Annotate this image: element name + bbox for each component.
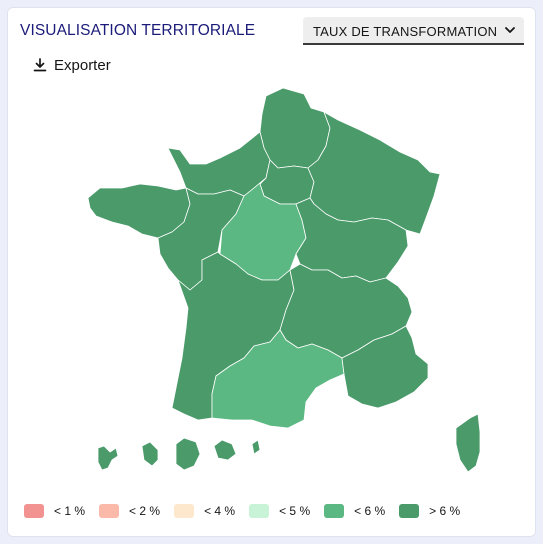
region-provence-alpes-c-te-d-azur[interactable] <box>341 325 429 409</box>
region-mayotte[interactable] <box>251 439 261 455</box>
card-title: VISUALISATION TERRITORIALE <box>20 22 256 39</box>
indicator-select-value: TAUX DE TRANSFORMATION <box>313 24 498 39</box>
territorial-card: VISUALISATION TERRITORIALE TAUX DE TRANS… <box>7 7 536 537</box>
export-button[interactable]: Exporter <box>33 55 111 75</box>
legend-item: < 5 % <box>249 504 310 518</box>
legend-item: > 6 % <box>399 504 460 518</box>
legend-swatch <box>399 504 420 518</box>
region-bourgogne-franche-comt-[interactable] <box>295 197 409 283</box>
legend-label: < 4 % <box>204 504 236 518</box>
legend-swatch <box>24 504 44 518</box>
legend-label: < 2 % <box>129 504 161 518</box>
legend-item: < 4 % <box>174 504 235 518</box>
chevron-down-icon <box>505 27 515 33</box>
legend: < 1 % < 2 % < 4 % < 5 % < 6 % > 6 % <box>24 504 474 518</box>
legend-label: < 6 % <box>354 504 386 518</box>
legend-label: < 5 % <box>279 504 311 518</box>
legend-swatch <box>249 504 270 518</box>
legend-swatch <box>99 504 120 518</box>
legend-item: < 2 % <box>99 504 160 518</box>
region-la-r-union[interactable] <box>213 439 237 461</box>
legend-label: < 1 % <box>54 504 86 518</box>
legend-item: < 1 % <box>24 504 85 518</box>
download-icon <box>33 58 47 72</box>
region-corse[interactable] <box>455 413 481 473</box>
indicator-select[interactable]: TAUX DE TRANSFORMATION <box>303 17 524 45</box>
region-guadeloupe[interactable] <box>97 445 119 471</box>
legend-item: < 6 % <box>324 504 385 518</box>
region-guyane[interactable] <box>175 437 201 471</box>
region-hauts-de-france[interactable] <box>259 87 331 169</box>
legend-label: > 6 % <box>429 504 461 518</box>
legend-swatch <box>174 504 195 518</box>
export-label: Exporter <box>54 56 111 74</box>
region-martinique[interactable] <box>141 441 159 467</box>
france-map <box>87 87 481 473</box>
legend-swatch <box>324 504 345 518</box>
region-normandie[interactable] <box>167 131 271 197</box>
